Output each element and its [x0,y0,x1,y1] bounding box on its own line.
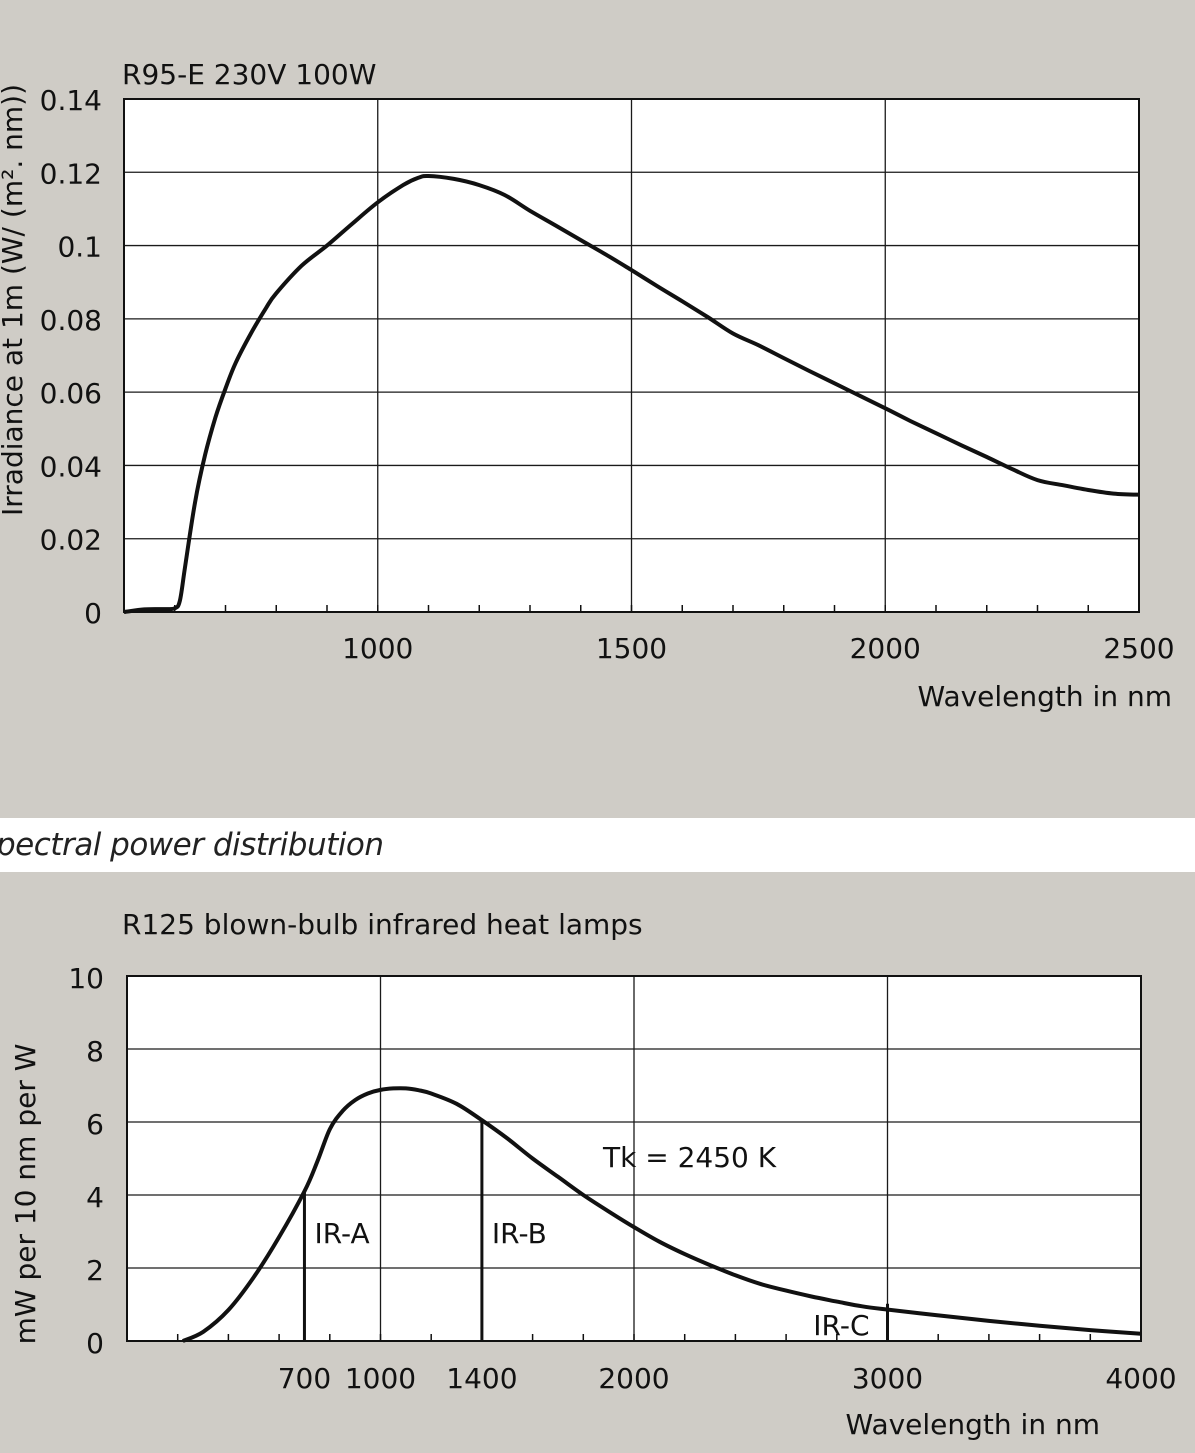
y-axis-label: mW per 10 nm per W [9,1044,42,1345]
x-tick-labels: 1000 1500 2000 2500 [342,632,1175,665]
x-tick-label: 1000 [342,632,413,665]
y-tick-label: 2 [86,1254,104,1287]
y-tick-label: 0.08 [40,304,102,337]
x-tick-label: 1500 [596,632,667,665]
ir-band-label: IR-A [314,1217,369,1250]
x-tick-label: 2000 [850,632,921,665]
y-tick-labels: 0 2 4 6 8 10 [68,962,104,1360]
y-tick-label: 0.12 [40,157,102,190]
irradiance-chart: R95-E 230V 100W 0 0.02 0.04 0.06 0.08 0.1 0.12… [0,0,1195,818]
x-axis-label: Wavelength in nm [846,1408,1100,1441]
ir-band-markers: IR-A IR-B IR-C [302,1120,889,1342]
series-line [123,173,1140,614]
series-line [181,1086,1142,1343]
y-tick-label: 0.1 [57,231,102,264]
chart-title: R95-E 230V 100W [122,58,376,91]
chart-title: R125 blown-bulb infrared heat lamps [122,908,643,941]
y-tick-label: 4 [86,1181,104,1214]
minor-ticks [126,1334,1142,1341]
y-tick-label: 0.06 [40,377,102,410]
x-tick-label: 4000 [1105,1362,1176,1395]
temperature-annotation: Tk = 2450 K [602,1141,777,1174]
x-axis-label: Wavelength in nm [918,680,1172,713]
x-tick-label: 1400 [446,1362,517,1395]
y-tick-label: 0.02 [40,524,102,557]
grid-lines [124,99,1139,612]
x-tick-labels: 700 1000 1400 2000 3000 4000 [278,1362,1177,1395]
y-tick-labels: 0 0.02 0.04 0.06 0.08 0.1 0.12 0.14 [40,84,102,630]
minor-ticks [123,605,1140,612]
y-axis-label: Irradiance at 1m (W/ (m². nm)) [0,84,29,516]
y-tick-label: 0.04 [40,450,102,483]
grid-lines [127,976,1141,1341]
y-tick-label: 0 [86,1327,104,1360]
caption-band: pectral power distribution [0,818,1195,872]
figure-caption: pectral power distribution [0,827,384,863]
x-tick-label: 2000 [598,1362,669,1395]
x-tick-label: 1000 [345,1362,416,1395]
ir-band-label: IR-B [492,1217,547,1250]
plot-frame [123,98,1140,613]
y-tick-label: 0 [84,597,102,630]
x-tick-label: 3000 [852,1362,923,1395]
x-tick-label: 2500 [1103,632,1174,665]
y-tick-label: 8 [86,1035,104,1068]
ir-band-label: IR-C [813,1309,869,1342]
y-tick-label: 10 [68,962,104,995]
y-tick-label: 0.14 [40,84,102,117]
x-tick-label: 700 [278,1362,331,1395]
plot-frame [126,975,1142,1342]
y-tick-label: 6 [86,1108,104,1141]
spectral-power-chart: R125 blown-bulb infrared heat lamps 0 2 4 6… [0,872,1195,1453]
